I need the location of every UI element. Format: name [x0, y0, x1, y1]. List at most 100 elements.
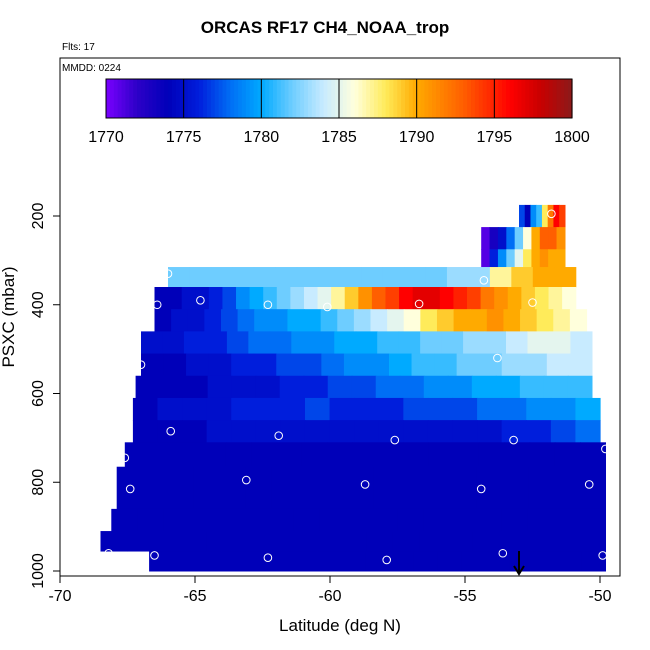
heatmap-cell — [276, 353, 300, 377]
colorbar-step — [350, 79, 356, 118]
colorbar-tick-label: 1770 — [88, 129, 124, 146]
colorbar-step — [401, 79, 406, 118]
heatmap-cell — [403, 397, 429, 421]
heatmap-cell — [341, 551, 366, 572]
heatmap-cell — [503, 309, 521, 332]
heatmap-cell — [497, 227, 507, 250]
heatmap-cell — [159, 375, 185, 399]
heatmap-cell — [373, 466, 401, 510]
heatmap-cell — [519, 375, 545, 399]
heatmap-cell — [476, 466, 504, 510]
heatmap-cell — [553, 466, 581, 510]
heatmap-cell — [186, 353, 210, 377]
heatmap-cell — [484, 331, 507, 355]
colorbar-step — [319, 79, 325, 118]
heatmap-cell — [189, 508, 216, 532]
colorbar-step — [257, 79, 262, 118]
sample-point — [509, 435, 518, 445]
heatmap-cell — [150, 442, 176, 468]
heatmap-cell — [322, 466, 349, 510]
heatmap-cell — [539, 249, 549, 268]
sample-point — [274, 431, 284, 440]
heatmap-cell — [451, 466, 478, 510]
heatmap-cell — [557, 551, 582, 572]
heatmap-cell — [215, 508, 242, 532]
colorbar-step — [183, 79, 189, 118]
heatmap-cell — [298, 353, 322, 377]
heatmap-cell — [506, 331, 529, 355]
heatmap-cell — [581, 551, 606, 572]
heatmap-cell — [301, 442, 328, 468]
colorbar-step — [214, 79, 220, 118]
heatmap-cells — [100, 204, 606, 572]
colorbar-step — [261, 79, 266, 118]
heatmap-cell — [182, 397, 208, 421]
colorbar-step — [544, 79, 550, 118]
colorbar-step — [199, 79, 204, 118]
heatmap-cell — [452, 420, 478, 443]
heatmap-cell — [399, 466, 426, 510]
colorbar-step — [505, 79, 511, 118]
heatmap-cell — [371, 287, 387, 310]
heatmap-cell — [536, 204, 543, 228]
heatmap-cell — [575, 397, 601, 421]
colorbar-step — [416, 79, 422, 118]
colorbar: 1770 1775 1780 1785 1790 1795 1800 — [88, 78, 590, 146]
heatmap-cell — [529, 442, 556, 468]
heatmap-cell — [509, 551, 534, 572]
heatmap-cell — [361, 267, 384, 288]
heatmap-cell — [366, 353, 390, 377]
heatmap-cell — [157, 397, 183, 421]
heatmap-cell — [200, 442, 227, 468]
sample-point — [476, 484, 486, 494]
heatmap-cell — [413, 551, 438, 572]
heatmap-cell — [554, 267, 577, 288]
plot-frame — [59, 57, 621, 577]
colorbar-tick-label: 1775 — [166, 129, 202, 146]
colorbar-step — [121, 79, 127, 118]
heatmap-cell — [478, 442, 505, 468]
colorbar-tick-label: 1790 — [399, 129, 435, 146]
colorbar-step — [160, 79, 165, 118]
heatmap-cell — [527, 331, 550, 355]
heatmap-cell — [168, 287, 183, 310]
colorbar-step — [471, 79, 476, 118]
x-tick-label: -70 — [48, 588, 71, 605]
heatmap-cell — [548, 287, 563, 310]
heatmap-cell — [514, 227, 524, 250]
heatmap-cell — [397, 508, 424, 532]
heatmap-cell — [189, 267, 212, 288]
colorbar-step — [467, 79, 472, 118]
colorbar-step — [443, 79, 449, 118]
sample-point — [242, 475, 251, 485]
heatmap-cell — [426, 287, 441, 310]
heatmap-cell — [317, 551, 342, 572]
heatmap-cell — [291, 331, 314, 355]
heatmap-cell — [427, 397, 454, 421]
heatmap-cell — [471, 375, 497, 399]
heatmap-cell — [154, 309, 172, 332]
heatmap-cell — [419, 531, 447, 552]
heatmap-cell — [375, 375, 401, 399]
heatmap-cell — [182, 420, 208, 443]
colorbar-step — [370, 79, 375, 118]
heatmap-cell — [501, 508, 528, 532]
sample-point — [163, 269, 173, 278]
colorbar-step — [272, 79, 278, 118]
heatmap-cell — [331, 287, 346, 310]
heatmap-cell — [569, 309, 588, 332]
colorbar-step — [191, 79, 196, 118]
colorbar-step — [560, 79, 565, 118]
colorbar-step — [482, 79, 488, 118]
heatmap-cell — [304, 309, 322, 332]
heatmap-cell — [378, 397, 404, 421]
colorbar-step — [117, 79, 123, 118]
colorbar-step — [517, 79, 523, 118]
heatmap-cell — [348, 466, 375, 510]
heatmap-cell — [225, 442, 252, 468]
heatmap-cell — [526, 420, 552, 443]
colorbar-tick-label: 1780 — [244, 129, 280, 146]
colorbar-step — [206, 79, 212, 118]
heatmap-cell — [541, 204, 549, 228]
heatmap-cell — [519, 204, 526, 228]
